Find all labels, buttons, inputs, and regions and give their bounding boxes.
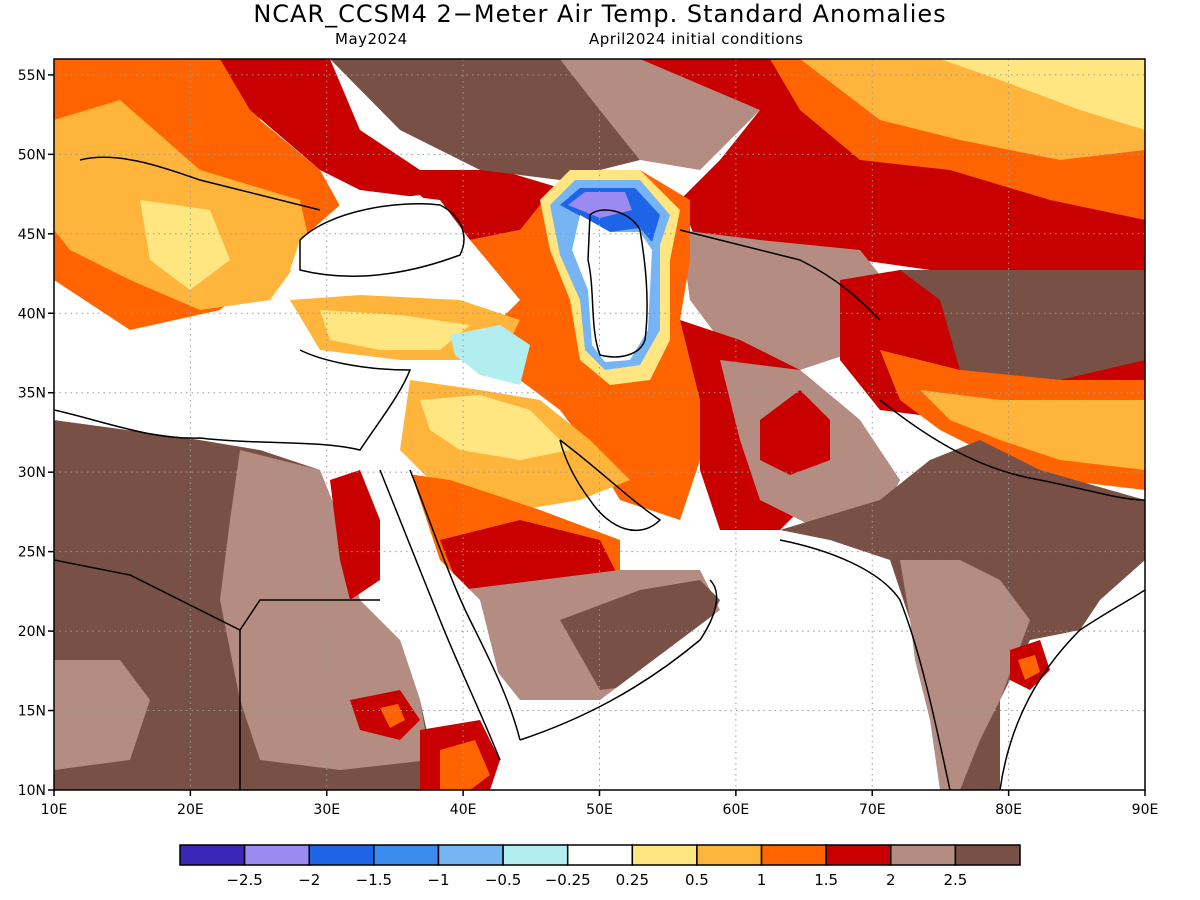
colorbar-labels: −2.5 −2 −1.5 −1 −0.5 −0.25 0.25 0.5 1 1.5 2 2.5 <box>226 871 967 889</box>
lat-tick-label: 50N <box>18 147 46 163</box>
colorbar-swatch <box>890 844 957 866</box>
initial-conditions-label: April2024 initial conditions <box>589 30 804 48</box>
lat-tick-label: 45N <box>18 227 46 243</box>
lat-tick-label: 35N <box>18 386 46 402</box>
latitude-axis: 55N 50N 45N 40N 35N 30N 25N 20N 15N 10N <box>18 68 54 799</box>
colorbar-tick-label: −0.25 <box>545 871 591 889</box>
persian-gulf-coastline <box>559 439 662 531</box>
lon-tick-label: 70E <box>859 802 886 818</box>
lat-tick-label: 20N <box>18 624 46 640</box>
colorbar-tick-label: 0.5 <box>685 871 709 889</box>
anomaly-region-horn-orange <box>440 740 490 790</box>
anomaly-region-mediterranean-neutral <box>54 300 300 430</box>
lon-tick-label: 30E <box>313 802 340 818</box>
colorbar <box>179 844 1021 866</box>
colorbar-tick-label: −2.5 <box>226 871 262 889</box>
anomaly-region-europe-yellow <box>54 100 310 310</box>
anomaly-region-blacksea-neutral <box>290 195 470 300</box>
mediterranean-coastline <box>54 349 412 451</box>
anomaly-region-sahara-taupe <box>54 660 150 770</box>
colorbar-tick-label: 2 <box>886 871 896 889</box>
lon-tick-label: 50E <box>586 802 613 818</box>
anomaly-region-syria-lightblue <box>450 325 530 385</box>
anomaly-region-turkey-lightyellow <box>320 310 470 350</box>
colorbar-tick-label: 1.5 <box>814 871 838 889</box>
lon-tick-label: 90E <box>1132 802 1159 818</box>
anomaly-region-redsea-red <box>330 470 380 600</box>
anomaly-region-india-taupe <box>900 560 1030 790</box>
colorbar-swatch <box>760 844 827 866</box>
colorbar-swatch <box>696 844 763 866</box>
colorbar-swatch <box>243 844 310 866</box>
lat-tick-label: 55N <box>18 68 46 84</box>
anomaly-region-sudan-taupe <box>220 450 430 770</box>
lat-tick-label: 40N <box>18 306 46 322</box>
lon-tick-label: 20E <box>177 802 204 818</box>
anomaly-region-tibet-yellow <box>920 390 1145 470</box>
colorbar-tick-label: −2 <box>298 871 320 889</box>
colorbar-swatch <box>954 844 1021 866</box>
caspian-sea-coastline <box>587 209 648 358</box>
arabia-south-coastline <box>519 579 718 741</box>
longitude-axis: 10E 20E 30E 40E 50E 60E 70E 80E 90E <box>41 790 1159 818</box>
red-sea-east-coastline <box>409 469 521 741</box>
colorbar-swatch <box>566 844 634 866</box>
colorbar-swatch <box>631 844 698 866</box>
map-title: NCAR_CCSM4 2−Meter Air Temp. Standard An… <box>253 0 947 28</box>
colorbar-tick-label: 2.5 <box>943 871 967 889</box>
europe-north-boundary <box>79 156 321 211</box>
anomaly-region-iran-hotspot-red <box>760 390 830 475</box>
lon-tick-label: 40E <box>450 802 477 818</box>
anomaly-region-north-lightyellow <box>940 59 1145 130</box>
colorbar-tick-label: −1 <box>427 871 449 889</box>
anomaly-region-egypt-neutral <box>200 380 400 450</box>
anomaly-region-russia-brown <box>330 59 640 180</box>
anomaly-region-india-orange <box>1018 655 1040 680</box>
lat-tick-label: 10N <box>18 783 46 799</box>
colorbar-tick-label: 0.25 <box>616 871 649 889</box>
colorbar-swatch <box>373 844 440 866</box>
anomaly-region-iraq-lightyellow <box>420 395 570 460</box>
colorbar-tick-label: 1 <box>757 871 767 889</box>
lat-tick-label: 15N <box>18 704 46 720</box>
anomaly-region-caspian-neutral <box>572 215 652 362</box>
anomaly-region-redsea-coast-neutral <box>380 470 500 720</box>
anomaly-region-central-asia-brown <box>900 270 1145 380</box>
india-east-coastline <box>999 589 1145 790</box>
colorbar-swatch <box>437 844 504 866</box>
lon-tick-label: 10E <box>41 802 68 818</box>
colorbar-tick-label: −0.5 <box>485 871 521 889</box>
coastlines <box>54 156 1145 790</box>
colorbar-swatch <box>308 844 375 866</box>
black-sea-coastline <box>299 203 465 277</box>
forecast-month: May2024 <box>335 30 408 48</box>
anomaly-region-ethiopia-orange <box>380 704 405 728</box>
colorbar-swatch <box>825 844 892 866</box>
anomaly-region-balkans-lightyellow <box>140 200 230 290</box>
colorbar-swatch <box>179 844 246 866</box>
lon-tick-label: 80E <box>995 802 1022 818</box>
anomaly-region-eastern-europe-red <box>220 59 600 240</box>
lon-tick-label: 60E <box>723 802 750 818</box>
colorbar-tick-label: −1.5 <box>356 871 392 889</box>
red-sea-coastline <box>379 469 501 761</box>
anomaly-region-arabian-sea-neutral <box>500 540 940 790</box>
lat-tick-label: 30N <box>18 465 46 481</box>
anomaly-field <box>54 59 1145 790</box>
india-west-coastline <box>779 539 951 790</box>
lat-tick-label: 25N <box>18 545 46 561</box>
himalaya-boundary <box>879 399 1145 501</box>
central-asia-border <box>679 229 881 321</box>
colorbar-swatch <box>502 844 569 866</box>
